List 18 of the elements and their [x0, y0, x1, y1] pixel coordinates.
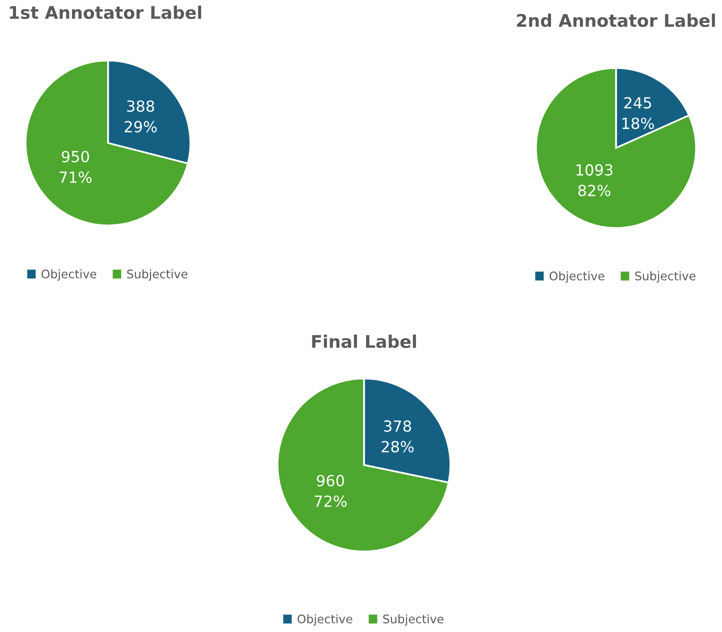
- data-label: 245 18%: [622, 97, 654, 130]
- pie-slice: [535, 67, 697, 229]
- legend-label: Objective: [298, 614, 352, 626]
- legend-label: Objective: [42, 269, 96, 281]
- chart-title: Final Label: [312, 334, 416, 348]
- data-label: 950 71%: [60, 150, 92, 183]
- chart-title: 2nd Annotator Label: [516, 14, 715, 28]
- legend-label: Subjective: [635, 271, 696, 283]
- pie-slice: [276, 378, 450, 552]
- data-label: 378 28%: [382, 420, 414, 452]
- data-label: 1093 82%: [576, 164, 612, 196]
- data-label: 388 29%: [124, 100, 157, 132]
- legend-label: Objective: [550, 271, 604, 283]
- data-label: 960 72%: [314, 474, 347, 507]
- chart-title: 1st Annotator Label: [10, 6, 202, 20]
- legend-label: Subjective: [127, 269, 188, 281]
- pie-slice: [24, 60, 189, 226]
- legend-label: Subjective: [383, 614, 444, 626]
